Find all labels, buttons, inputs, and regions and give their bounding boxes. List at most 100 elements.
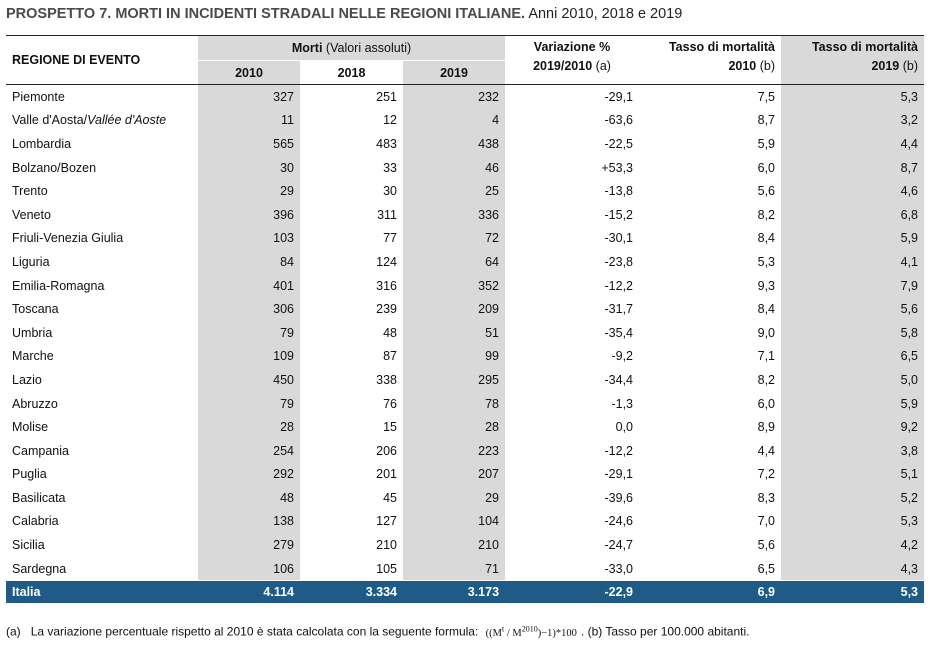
region-cell: Basilicata [12, 490, 66, 505]
table-row: Calabria 138 127 104 -24,6 7,0 5,3 [6, 509, 925, 534]
value-cell-m2019: 210 [403, 533, 506, 557]
total-cell-m2010: 4.114 [198, 580, 300, 604]
header-year-2010: 2010 [198, 60, 300, 85]
table-row: Sicilia 279 210 210 -24,7 5,6 4,2 [6, 533, 925, 557]
header-rate-2010: Tasso di mortalità 2010 (b) [639, 35, 782, 85]
value-cell-var: -9,2 [505, 344, 640, 369]
value-cell-t2010: 6,5 [639, 556, 782, 582]
value-cell-m2019: 78 [403, 391, 506, 416]
value-cell-t2010: 7,1 [639, 344, 782, 369]
value-cell-m2010: 30 [198, 155, 300, 180]
value-cell-m2010: 79 [198, 391, 300, 416]
footnote: (a) La variazione percentuale rispetto a… [6, 624, 749, 639]
value-cell-t2010: 5,9 [639, 132, 782, 156]
value-cell-m2018: 15 [300, 415, 403, 439]
value-cell-t2010: 9,0 [639, 320, 782, 345]
value-cell-t2010: 5,6 [639, 533, 782, 557]
header-rate-2019-line2: 2019 (b) [871, 59, 919, 73]
value-cell-t2019: 5,9 [781, 391, 925, 416]
value-cell-var: -33,0 [505, 556, 640, 582]
value-cell-var: +53,3 [505, 155, 640, 180]
header-rate-2010-line1: Tasso di mortalità [668, 40, 776, 54]
region-cell: Molise [12, 420, 49, 435]
value-cell-m2010: 292 [198, 462, 300, 487]
value-cell-var: -29,1 [505, 84, 640, 109]
value-cell-m2010: 48 [198, 486, 300, 510]
value-cell-t2019: 6,8 [781, 202, 925, 227]
table-row: Friuli-Venezia Giulia 103 77 72 -30,1 8,4 5,9 [6, 226, 925, 251]
value-cell-t2019: 9,2 [781, 415, 925, 439]
region-cell: Liguria [12, 254, 50, 269]
total-cell-region: Italia [6, 580, 198, 604]
value-cell-m2018: 48 [300, 320, 403, 345]
value-cell-t2010: 5,6 [639, 179, 782, 203]
footnote-a-marker: (a) [6, 624, 21, 639]
value-cell-m2019: 51 [403, 320, 506, 345]
value-cell-m2010: 396 [198, 202, 300, 227]
table-row: Puglia 292 201 207 -29,1 7,2 5,1 [6, 462, 925, 487]
value-cell-m2010: 306 [198, 297, 300, 321]
value-cell-var: -24,7 [505, 533, 640, 557]
value-cell-t2019: 3,2 [781, 108, 925, 133]
value-cell-m2018: 77 [300, 226, 403, 251]
value-cell-m2018: 12 [300, 108, 403, 133]
value-cell-t2010: 8,4 [639, 297, 782, 321]
value-cell-t2019: 4,6 [781, 179, 925, 203]
value-cell-m2010: 106 [198, 556, 300, 582]
table-row: Marche 109 87 99 -9,2 7,1 6,5 [6, 344, 925, 369]
value-cell-m2019: 99 [403, 344, 506, 369]
value-cell-m2018: 338 [300, 368, 403, 392]
table-row: Emilia-Romagna 401 316 352 -12,2 9,3 7,9 [6, 273, 925, 298]
total-cell-m2018: 3.334 [300, 580, 403, 604]
value-cell-t2010: 9,3 [639, 273, 782, 298]
value-cell-m2010: 279 [198, 533, 300, 557]
value-cell-m2019: 64 [403, 250, 506, 274]
value-cell-m2019: 207 [403, 462, 506, 487]
value-cell-m2018: 483 [300, 132, 403, 156]
region-cell: Sardegna [6, 556, 198, 582]
value-cell-m2010: 84 [198, 250, 300, 274]
value-cell-m2019: 232 [403, 84, 506, 109]
table-row: Umbria 79 48 51 -35,4 9,0 5,8 [6, 320, 925, 345]
table-row: Lombardia 565 483 438 -22,5 5,9 4,4 [6, 132, 925, 156]
value-cell-t2019: 4,4 [781, 132, 925, 156]
value-cell-m2018: 33 [300, 155, 403, 180]
value-cell-m2019: 46 [403, 155, 506, 180]
value-cell-m2019: 209 [403, 297, 506, 321]
region-cell: Friuli-Venezia Giulia [12, 231, 124, 246]
value-cell-t2019: 4,1 [781, 250, 925, 274]
region-cell: Veneto [12, 207, 51, 222]
value-cell-m2018: 45 [300, 486, 403, 510]
value-cell-m2010: 565 [198, 132, 300, 156]
region-cell: Campania [12, 443, 69, 458]
value-cell-m2018: 311 [300, 202, 403, 227]
value-cell-var: 0,0 [505, 415, 640, 439]
value-cell-t2019: 4,2 [781, 533, 925, 557]
value-cell-m2019: 72 [403, 226, 506, 251]
value-cell-m2019: 4 [403, 108, 506, 133]
value-cell-var: -23,8 [505, 250, 640, 274]
table-row: Sardegna 106 105 71 -33,0 6,5 4,3 [6, 556, 925, 582]
value-cell-m2010: 327 [198, 84, 300, 109]
value-cell-m2019: 71 [403, 556, 506, 582]
header-region: REGIONE DI EVENTO [6, 35, 198, 85]
region-cell: Abruzzo [12, 396, 58, 411]
value-cell-var: -15,2 [505, 202, 640, 227]
value-cell-m2010: 109 [198, 344, 300, 369]
region-cell: Lazio [12, 372, 42, 387]
value-cell-t2010: 8,7 [639, 108, 782, 133]
region-cell: Umbria [12, 325, 53, 340]
value-cell-m2010: 401 [198, 273, 300, 298]
value-cell-t2010: 8,2 [639, 368, 782, 392]
data-table: REGIONE DI EVENTO Morti (Valori assoluti… [6, 35, 925, 604]
value-cell-m2018: 206 [300, 438, 403, 463]
region-cell: Lombardia [12, 136, 72, 151]
value-cell-t2019: 5,9 [781, 226, 925, 251]
value-cell-m2019: 336 [403, 202, 506, 227]
region-cell: Puglia [12, 467, 47, 482]
value-cell-m2018: 87 [300, 344, 403, 369]
region-cell: Trento [12, 184, 48, 199]
title-years: Anni 2010, 2018 e 2019 [528, 6, 683, 22]
value-cell-m2018: 210 [300, 533, 403, 557]
value-cell-m2018: 76 [300, 391, 403, 416]
